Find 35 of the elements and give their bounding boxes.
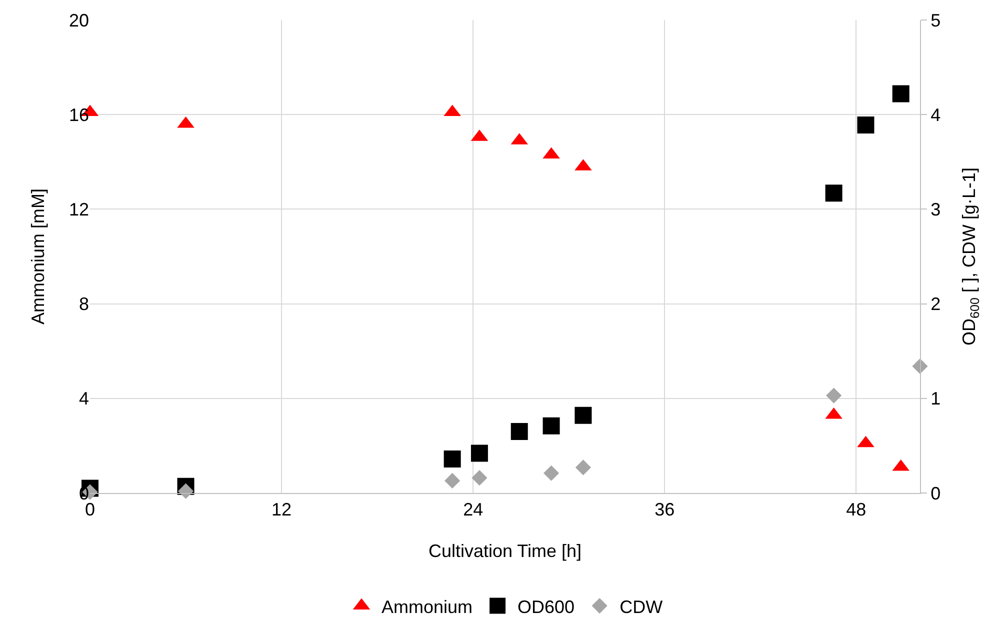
point: [510, 423, 528, 440]
y-tick-label: 4: [78, 388, 89, 409]
point: [444, 450, 461, 468]
point: [542, 417, 560, 434]
x-tick-label: 24: [463, 500, 484, 520]
y-tick-label: 20: [68, 10, 89, 30]
point: [826, 388, 842, 404]
x-axis-title: Cultivation Time [h]: [428, 541, 582, 561]
point: [575, 460, 592, 476]
point: [472, 470, 488, 486]
point: [470, 444, 488, 462]
y2-tick-label: 1: [930, 388, 941, 409]
point: [825, 184, 842, 202]
point: [912, 358, 928, 374]
legend-label: OD600: [518, 596, 575, 617]
y-tick-label: 16: [68, 104, 89, 125]
legend-label: CDW: [620, 596, 663, 617]
x-tick-label: 48: [846, 500, 866, 520]
point: [892, 85, 910, 102]
y2-tick-label: 0: [930, 483, 941, 504]
y2-tick-label: 4: [930, 104, 941, 125]
point: [857, 116, 874, 134]
y2-tick-label: 2: [930, 294, 941, 314]
y2-tick-label: 3: [930, 200, 941, 220]
point: [574, 406, 592, 424]
x-tick-label: 36: [654, 500, 675, 520]
y2-tick-label: 5: [930, 10, 941, 30]
y-tick-label: 12: [68, 200, 89, 220]
y-tick-label: 8: [78, 294, 89, 314]
legend-label: Ammonium: [382, 596, 473, 617]
y-axis-title: Ammonium [mM]: [28, 188, 48, 325]
point: [178, 483, 194, 499]
x-tick-label: 12: [272, 500, 292, 520]
point: [444, 472, 460, 488]
point: [543, 465, 560, 481]
